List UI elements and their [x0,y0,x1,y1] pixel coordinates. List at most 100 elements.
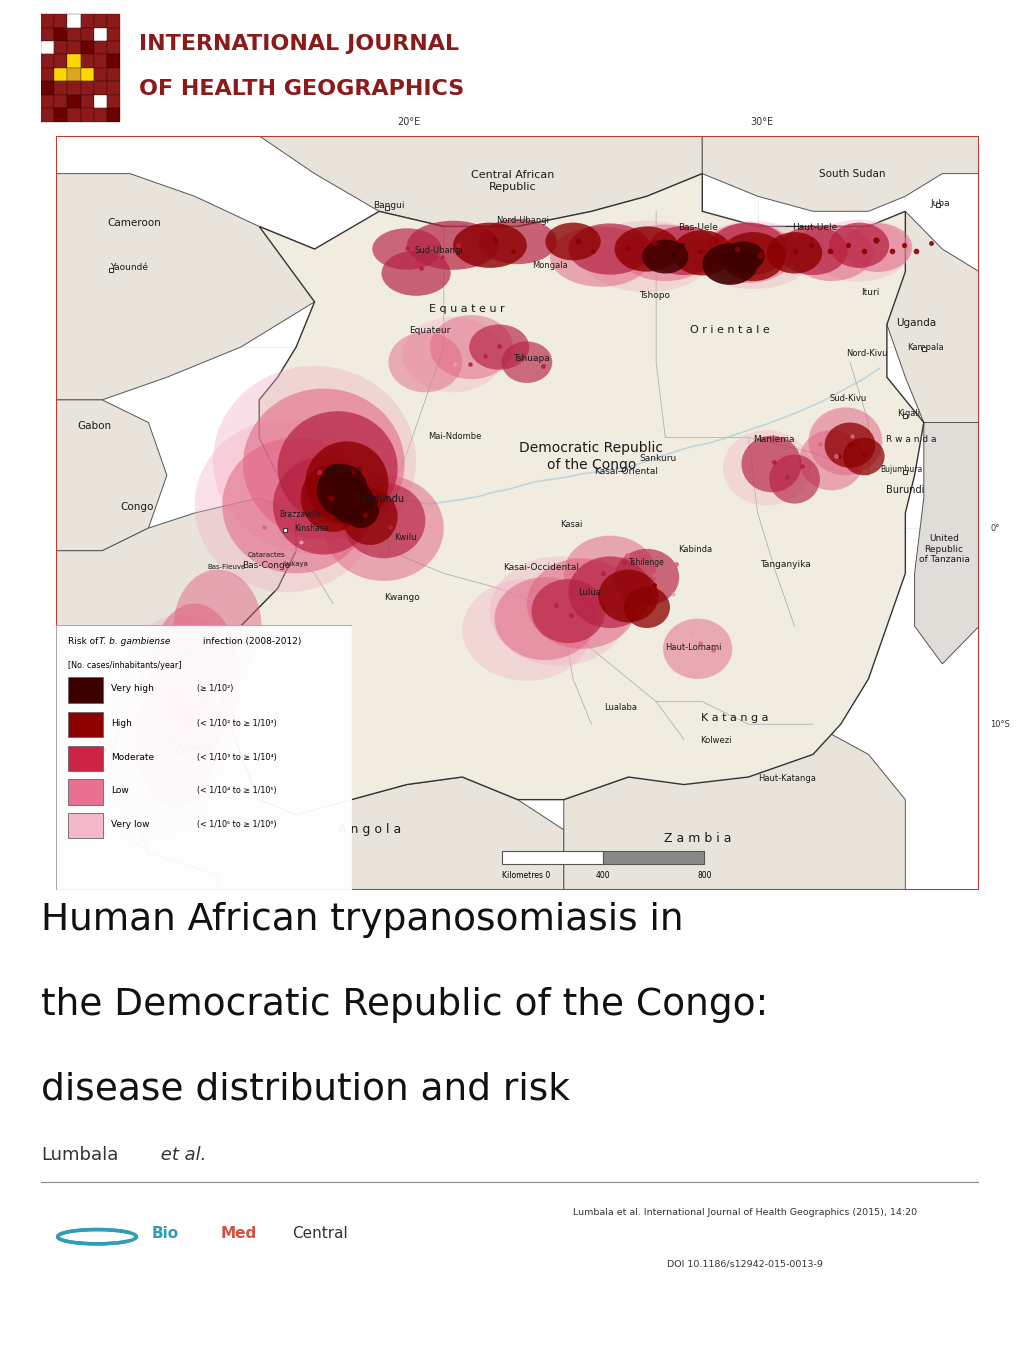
Bar [107,68,120,82]
Bar [54,68,67,82]
Ellipse shape [619,224,711,281]
Bar [67,27,81,41]
Ellipse shape [702,243,757,285]
Ellipse shape [568,223,651,275]
Text: Sud-Kivu: Sud-Kivu [828,394,866,402]
Text: Mai-Ndombe: Mai-Ndombe [428,432,481,440]
Bar [107,14,120,27]
Ellipse shape [549,227,651,287]
Bar [603,851,704,864]
Ellipse shape [430,315,513,379]
Ellipse shape [401,317,503,393]
Text: Bas-Fleuve: Bas-Fleuve [208,564,246,571]
Ellipse shape [692,222,812,289]
Ellipse shape [614,549,679,605]
Text: 400: 400 [595,871,610,879]
Text: High: High [111,719,131,727]
Bar [54,27,67,41]
Bar [41,68,54,82]
Ellipse shape [582,220,711,292]
Text: DOI 10.1186/s12942-015-0013-9: DOI 10.1186/s12942-015-0013-9 [666,1260,821,1268]
Ellipse shape [843,223,911,272]
Text: Z a m b i a: Z a m b i a [663,832,731,845]
Text: O r i e n t a l e: O r i e n t a l e [690,326,769,336]
Text: Burundi: Burundi [886,485,923,496]
Text: Kampala: Kampala [907,342,943,352]
Bar [94,82,107,95]
Bar [67,54,81,68]
Text: Human African trypanosomiasis in: Human African trypanosomiasis in [41,902,683,938]
Polygon shape [887,211,978,453]
Bar [67,95,81,109]
Text: Plateaux: Plateaux [325,465,362,474]
Bar [81,41,94,54]
Text: Mongala: Mongala [532,261,568,270]
Bar [54,54,67,68]
Text: Kasai: Kasai [559,520,582,529]
FancyBboxPatch shape [56,625,352,890]
Polygon shape [56,400,167,550]
Polygon shape [259,136,701,227]
Text: Tshopo: Tshopo [638,291,669,300]
Bar [67,68,81,82]
Text: Kwango: Kwango [384,593,420,602]
Text: Lulua: Lulua [578,587,600,597]
Ellipse shape [273,457,374,554]
Text: INTERNATIONAL JOURNAL: INTERNATIONAL JOURNAL [139,34,459,54]
Bar [94,27,107,41]
Ellipse shape [768,454,819,504]
Text: R w a n d a: R w a n d a [884,435,935,443]
Text: Nord-Ubangi: Nord-Ubangi [495,216,548,224]
Ellipse shape [195,419,379,593]
Ellipse shape [722,242,764,272]
Ellipse shape [662,618,732,680]
Ellipse shape [342,491,379,529]
Polygon shape [56,497,296,890]
Ellipse shape [527,559,637,648]
Text: Juba: Juba [929,200,950,208]
Text: Haut-Lomami: Haut-Lomami [664,643,720,652]
Bar [94,68,107,82]
Text: Nord-Kivu: Nord-Kivu [845,349,887,357]
Bar [107,27,120,41]
Bar [81,27,94,41]
Text: Central African
Republic: Central African Republic [471,170,554,192]
Ellipse shape [564,535,655,612]
Bar [81,14,94,27]
Ellipse shape [489,556,628,666]
Text: (< 1/10³ to ≥ 1/10⁴): (< 1/10³ to ≥ 1/10⁴) [197,753,276,762]
Ellipse shape [799,429,863,491]
Text: Brazzaville: Brazzaville [279,510,321,519]
Text: E q u a t e u r: E q u a t e u r [429,304,504,314]
Ellipse shape [388,332,462,393]
Text: Low: Low [111,787,128,795]
Bar [54,41,67,54]
Text: Moderate: Moderate [111,753,154,762]
Bar [94,109,107,122]
Text: Bas-Uele: Bas-Uele [677,223,717,232]
Text: Lumbala et al. International Journal of Health Geographics (2015), 14:20: Lumbala et al. International Journal of … [572,1208,916,1218]
Ellipse shape [545,223,600,261]
Text: Tshilenge: Tshilenge [629,557,664,567]
Bar [68,746,103,772]
Text: Risk of: Risk of [68,637,101,646]
Ellipse shape [277,412,397,525]
Ellipse shape [469,325,529,370]
Ellipse shape [646,226,720,275]
Ellipse shape [407,220,498,270]
Polygon shape [56,174,314,400]
Text: Sud-Ubangi: Sud-Ubangi [415,246,463,255]
Bar [41,82,54,95]
Text: infection (2008-2012): infection (2008-2012) [200,637,301,646]
Text: A n g o l a: A n g o l a [338,824,401,836]
Text: Central: Central [292,1226,347,1241]
Ellipse shape [823,423,874,467]
Bar [81,109,94,122]
Text: disease distribution and risk: disease distribution and risk [41,1072,570,1108]
Ellipse shape [672,230,732,276]
Ellipse shape [381,250,450,296]
Polygon shape [111,648,564,890]
Ellipse shape [642,239,688,273]
Ellipse shape [722,429,810,506]
Text: 0°: 0° [989,523,999,533]
